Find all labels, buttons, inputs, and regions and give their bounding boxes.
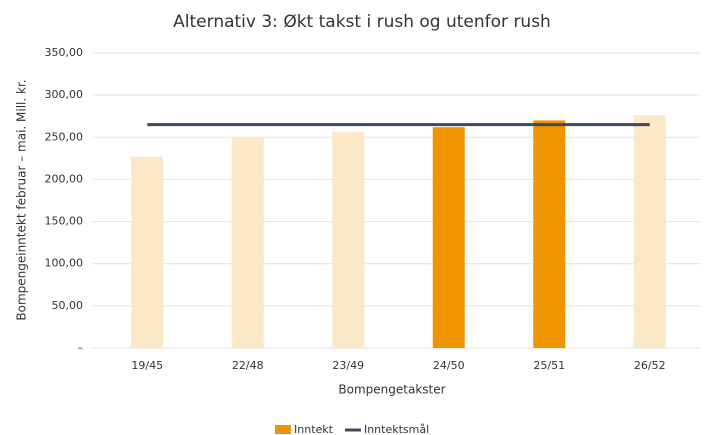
x-tick-label: 26/52	[634, 359, 666, 372]
y-tick-label: 50,00	[52, 299, 84, 312]
y-tick-label: –	[78, 341, 84, 354]
x-tick-label: 25/51	[533, 359, 565, 372]
y-tick-label: 350,00	[45, 46, 84, 59]
x-tick-label: 23/49	[332, 359, 364, 372]
y-tick-label: 100,00	[45, 257, 84, 270]
legend-swatch	[275, 425, 291, 434]
bar	[633, 115, 666, 348]
bar	[231, 138, 264, 348]
x-tick-label: 24/50	[433, 359, 465, 372]
y-tick-label: 200,00	[45, 172, 84, 185]
bar	[131, 156, 164, 348]
x-tick-label: 22/48	[232, 359, 264, 372]
y-tick-label: 250,00	[45, 130, 84, 143]
y-tick-label: 300,00	[45, 88, 84, 101]
x-tick-label: 19/45	[131, 359, 163, 372]
chart-title: Alternativ 3: Økt takst i rush og utenfo…	[173, 12, 551, 32]
bar	[533, 120, 566, 348]
legend-label: Inntekt	[294, 423, 334, 435]
bar	[332, 132, 365, 348]
y-tick-label: 150,00	[45, 215, 84, 228]
x-axis-label: Bompengetakster	[338, 383, 445, 397]
y-axis-label: Bompengeinntekt februar – mai. Mill. kr.	[15, 79, 29, 320]
bar	[432, 127, 465, 349]
legend-label: Inntektsmål	[364, 423, 429, 435]
